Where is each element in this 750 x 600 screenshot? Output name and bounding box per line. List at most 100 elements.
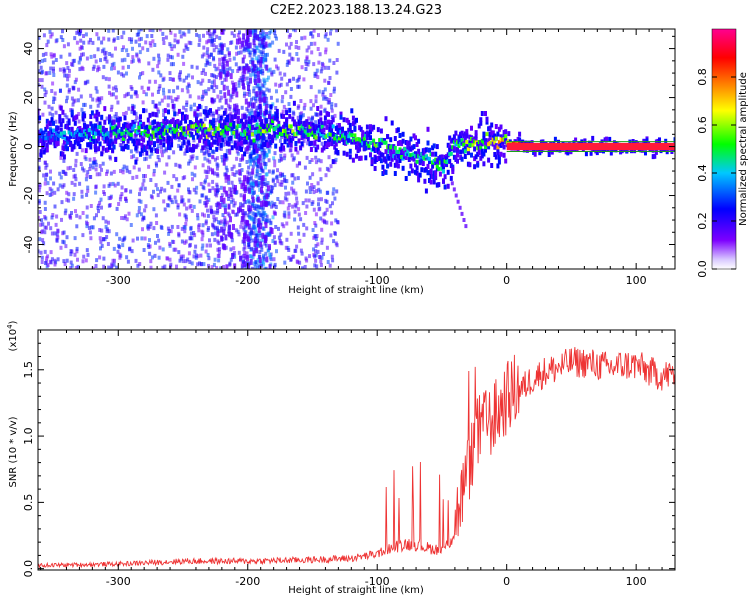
spectrogram-cell xyxy=(247,138,251,143)
spectrogram-cell xyxy=(230,95,234,100)
spectrogram-cell xyxy=(205,58,209,63)
spectrogram-cell xyxy=(330,141,334,147)
spectrogram-cell xyxy=(136,263,140,268)
spectrogram-cell xyxy=(91,97,95,102)
spectrogram-cell xyxy=(258,154,262,161)
spectrogram-cell xyxy=(103,237,107,242)
spectrogram-cell xyxy=(241,209,245,215)
spectrogram-cell xyxy=(240,146,243,152)
spectrogram-cell xyxy=(344,135,348,140)
spectrogram-cell xyxy=(228,148,232,155)
spectrogram-cell xyxy=(112,61,116,66)
spectrogram-cell xyxy=(266,68,270,73)
spectrogram-cell xyxy=(79,38,83,43)
spectrogram-cell xyxy=(286,125,290,131)
spectrogram-cell xyxy=(285,110,289,116)
spectrogram-cell xyxy=(107,84,111,89)
spectrogram-cell xyxy=(157,255,161,260)
spectrogram-cell xyxy=(263,266,267,269)
spectrogram-cell xyxy=(328,263,332,268)
spectrogram-cell xyxy=(331,201,334,206)
spectrogram-cell xyxy=(198,137,202,143)
spectrogram-cell xyxy=(231,69,235,74)
spectrogram-cell xyxy=(49,66,53,71)
spectrogram-cell xyxy=(54,58,58,62)
spectrogram-cell xyxy=(218,57,222,62)
spectrogram-cell xyxy=(387,149,391,154)
spectrogram-cell xyxy=(149,136,153,141)
spectrogram-cell xyxy=(82,102,85,107)
spectrogram-cell xyxy=(213,98,217,103)
spectrogram-cell xyxy=(162,142,166,148)
spectrogram-cell xyxy=(182,114,186,120)
spectrogram-cell xyxy=(146,226,150,231)
spectrogram-cell xyxy=(184,108,188,113)
spectrogram-cell xyxy=(309,41,313,46)
spectrogram-cell xyxy=(89,140,93,146)
spectrogram-cell xyxy=(317,127,321,132)
spectrogram-cell xyxy=(211,154,214,159)
spectrogram-cell xyxy=(183,151,187,156)
spectrogram-cell xyxy=(210,134,214,140)
spectrogram-cell xyxy=(162,124,166,130)
spectrogram-cell xyxy=(42,33,46,38)
colorbar-gradient xyxy=(711,28,737,270)
spectrogram-cell xyxy=(238,38,242,45)
spectrogram-cell xyxy=(258,198,262,203)
spectrogram-cell xyxy=(241,113,245,120)
spectrogram-cell xyxy=(263,57,267,61)
spectrogram-cell xyxy=(384,169,388,175)
spectrogram-cell xyxy=(234,190,238,195)
spectrogram-cell xyxy=(229,199,233,204)
spectrogram-cell xyxy=(59,54,63,59)
spectrogram-cell xyxy=(199,134,203,140)
spectrogram-cell xyxy=(273,163,277,168)
spectrogram-cell xyxy=(92,216,96,221)
spectrogram-cell xyxy=(73,98,77,103)
spectrogram-cell xyxy=(208,188,212,193)
spectrogram-cell xyxy=(304,62,308,66)
spectrogram-cell xyxy=(253,240,257,247)
spectrogram-cell xyxy=(144,108,148,113)
spectrogram-cell xyxy=(169,54,173,59)
spectrogram-cell xyxy=(39,250,43,255)
spectrogram-cell xyxy=(122,237,126,242)
spectrogram-cell xyxy=(304,189,308,194)
spectrogram-cell xyxy=(303,265,307,269)
spectrogram-cell xyxy=(218,137,222,143)
spectrogram-cell xyxy=(191,177,194,182)
spectrogram-cell xyxy=(420,158,424,164)
spectrogram-cell xyxy=(395,159,399,165)
spectrogram-cell xyxy=(276,66,280,71)
spectrogram-cell xyxy=(533,151,537,157)
spectrogram-cell xyxy=(61,29,64,34)
spectrogram-cell xyxy=(300,65,304,70)
spectrogram-cell xyxy=(325,220,329,225)
spectrogram-cell xyxy=(123,130,127,135)
spectrogram-cell xyxy=(470,152,473,158)
spectrogram-cell xyxy=(209,205,213,210)
spectrogram-cell xyxy=(140,236,144,241)
spectrogram-cell xyxy=(249,140,253,146)
spectrogram-cell xyxy=(487,144,491,150)
spectrogram-cell xyxy=(133,91,137,96)
spectrogram-cell xyxy=(241,79,245,86)
spectrogram-cell xyxy=(213,29,217,34)
spectrogram-cell xyxy=(182,48,186,53)
spectrogram-cell xyxy=(141,46,145,51)
spectrogram-cell xyxy=(256,223,260,228)
spectrogram-cell xyxy=(229,187,233,192)
spectrogram-cell xyxy=(465,129,469,135)
spectrogram-cell xyxy=(198,112,202,117)
spectrogram-cell xyxy=(302,222,306,227)
spectrogram-cell xyxy=(52,100,55,104)
spectrogram-cell xyxy=(322,127,326,133)
spectrogram-cell xyxy=(251,255,255,260)
spectrogram-cell xyxy=(201,94,204,99)
spectrogram-cell xyxy=(337,138,341,144)
spectrogram-cell xyxy=(129,149,133,154)
spectrogram-cell xyxy=(225,264,229,269)
spectrogram-cell xyxy=(361,134,365,139)
spectrogram-cell xyxy=(249,60,253,64)
spectrogram-cell xyxy=(184,133,188,137)
